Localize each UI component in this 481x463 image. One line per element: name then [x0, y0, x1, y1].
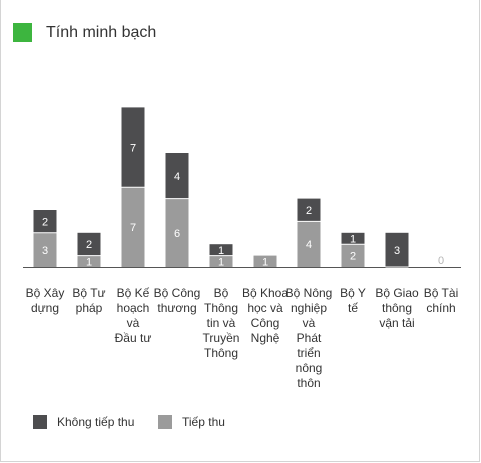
bar-khong-tiep-thu-4 — [165, 153, 189, 199]
data-label-zero-10: 0 — [438, 255, 444, 267]
x-tick-label-line: Bộ Khoa — [241, 286, 289, 300]
x-tick-label-line: Đầu tư — [114, 331, 152, 345]
chart-title: Tính minh bạch — [46, 24, 157, 41]
x-tick-label-line: Nghệ — [250, 331, 280, 345]
x-tick-label-line: học và — [247, 301, 283, 315]
bar-khong-tiep-thu-3 — [121, 107, 145, 188]
data-label-tiep-thu-1: 3 — [42, 245, 48, 257]
bar-khong-tiep-thu-2 — [77, 232, 101, 256]
data-label-tiep-thu-5: 1 — [218, 256, 224, 268]
x-tick-label-line: Thông — [203, 301, 239, 315]
bar-tiep-thu-7 — [297, 221, 321, 267]
x-tick-label-5: Bộ Thông tin và Truyền Thông — [197, 286, 245, 361]
x-tick-label-line: thông — [381, 301, 413, 315]
header-accent-square — [13, 23, 32, 42]
x-tick-label-7: Bộ Nông nghiệp và Phát triển nông thôn — [285, 286, 333, 391]
data-label-tiep-thu-3: 7 — [130, 222, 136, 234]
legend-item-khong-tiep-thu: Không tiếp thu — [33, 414, 134, 430]
x-tick-label-line: Bộ Tư — [72, 286, 106, 300]
legend-swatch-tiep-thu — [158, 415, 172, 429]
data-label-khong-tiep-thu-7: 2 — [306, 205, 312, 217]
x-tick-label-line: Bộ Xây — [25, 286, 65, 300]
bar-tiep-thu-3 — [121, 187, 145, 267]
bar-tiep-thu-4 — [165, 198, 189, 267]
bar-tiep-thu-2 — [77, 255, 101, 267]
x-tick-label-line: Bộ Giao — [375, 286, 419, 300]
x-tick-label-line: thương — [157, 301, 197, 315]
data-label-tiep-thu-7: 4 — [306, 239, 312, 251]
bar-khong-tiep-thu-5 — [209, 244, 233, 256]
x-tick-label-line: chính — [426, 301, 456, 315]
legend-swatch-khong-tiep-thu — [33, 415, 47, 429]
data-label-tiep-thu-2: 1 — [86, 256, 92, 268]
data-label-khong-tiep-thu-9: 3 — [394, 245, 400, 257]
x-tick-label-1: Bộ Xây dựng — [21, 286, 69, 316]
data-label-khong-tiep-thu-1: 2 — [42, 216, 48, 228]
bar-khong-tiep-thu-9 — [385, 232, 409, 267]
x-tick-label-line: Bộ Công — [153, 286, 201, 300]
bar-tiep-thu-1 — [33, 232, 57, 267]
x-tick-label-6: Bộ Khoa học và Công Nghệ — [241, 286, 289, 346]
x-tick-label-line: vận tải — [379, 316, 415, 330]
x-tick-label-line: tin và — [206, 316, 236, 330]
legend-label-khong-tiep-thu: Không tiếp thu — [57, 415, 135, 429]
bar-khong-tiep-thu-7 — [297, 198, 321, 222]
x-tick-label-line: pháp — [75, 301, 103, 315]
data-label-khong-tiep-thu-5: 1 — [218, 245, 224, 257]
bar-khong-tiep-thu-1 — [33, 210, 57, 233]
x-tick-label-line: Thông — [203, 346, 239, 360]
x-tick-label-line: Bộ Nông — [285, 286, 333, 300]
x-tick-label-line: Bộ Tài — [423, 286, 459, 300]
data-label-tiep-thu-4: 6 — [174, 228, 180, 240]
x-tick-label-line: dựng — [30, 301, 60, 315]
data-label-khong-tiep-thu-4: 4 — [174, 171, 180, 183]
bar-tiep-thu-5 — [209, 255, 233, 267]
bar-tiep-thu-6 — [253, 255, 277, 267]
x-tick-label-9: Bộ Giao thông vận tải — [373, 286, 421, 331]
x-tick-label-line: Bộ Y — [340, 286, 366, 300]
bar-tiep-thu-8 — [341, 244, 365, 267]
x-tick-label-3: Bộ Kế hoạch và Đầu tư — [109, 286, 157, 346]
x-tick-label-line: nghiệp và — [290, 301, 328, 330]
data-label-khong-tiep-thu-2: 2 — [86, 239, 92, 251]
x-tick-label-line: Công — [250, 316, 280, 330]
x-tick-label-line: tế — [347, 301, 358, 315]
x-tick-label-line: Truyền — [202, 331, 240, 345]
data-label-khong-tiep-thu-8: 1 — [350, 234, 356, 246]
x-tick-label-line: hoạch và — [116, 301, 150, 330]
bar-khong-tiep-thu-8 — [341, 232, 365, 245]
x-tick-label-line: Phát triển — [296, 331, 322, 360]
data-label-tiep-thu-8: 2 — [350, 251, 356, 263]
x-tick-label-2: Bộ Tư pháp — [65, 286, 113, 316]
data-label-khong-tiep-thu-3: 7 — [130, 142, 136, 154]
x-tick-label-line: Bộ Kế — [116, 286, 150, 300]
data-label-tiep-thu-6: 1 — [262, 256, 268, 268]
legend-label-tiep-thu: Tiếp thu — [182, 415, 225, 429]
x-tick-label-line: nông thôn — [295, 361, 323, 390]
x-tick-label-10: Bộ Tài chính — [417, 286, 465, 316]
legend-item-tiep-thu: Tiếp thu — [158, 414, 225, 430]
x-tick-label-line: Bộ — [213, 286, 229, 300]
x-tick-label-4: Bộ Công thương — [153, 286, 201, 316]
